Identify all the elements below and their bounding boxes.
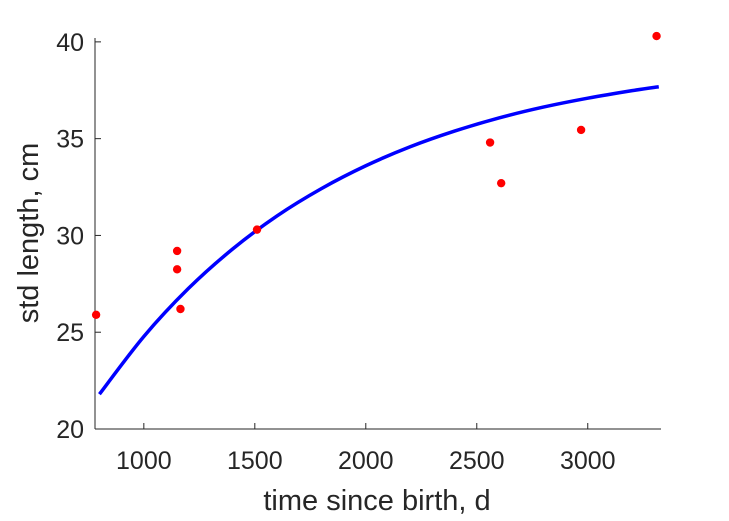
- fit-curve-line: [98, 85, 660, 396]
- data-point-5: [485, 138, 495, 147]
- data-points-layer: [91, 31, 661, 319]
- y-tick-label-35: 35: [56, 126, 84, 154]
- x-tick-label-2000: 2000: [338, 447, 394, 475]
- data-point-4: [252, 225, 262, 234]
- data-point-7: [576, 125, 586, 135]
- y-tick-label-40: 40: [56, 29, 84, 57]
- y-tick-label-25: 25: [56, 319, 84, 347]
- x-tick-label-2500: 2500: [449, 447, 505, 475]
- axes: [94, 38, 661, 430]
- x-tick-label-1000: 1000: [116, 447, 172, 475]
- y-axis-label: std length, cm: [13, 143, 45, 324]
- data-point-0: [91, 310, 101, 319]
- data-point-8: [652, 31, 661, 41]
- data-point-1: [172, 246, 182, 256]
- y-tick-label-20: 20: [56, 416, 84, 444]
- y-tick-label-30: 30: [56, 222, 84, 250]
- x-tick-label-1500: 1500: [227, 447, 283, 475]
- data-point-2: [172, 265, 182, 274]
- tick-labels: 1000 1500 2000 2500 3000 20 25 30 35 40: [56, 29, 615, 475]
- x-tick-label-3000: 3000: [560, 447, 616, 475]
- data-point-3: [176, 304, 185, 314]
- data-point-6: [496, 178, 506, 188]
- fit-curve-layer: [98, 85, 660, 396]
- x-axis-label: time since birth, d: [263, 485, 490, 517]
